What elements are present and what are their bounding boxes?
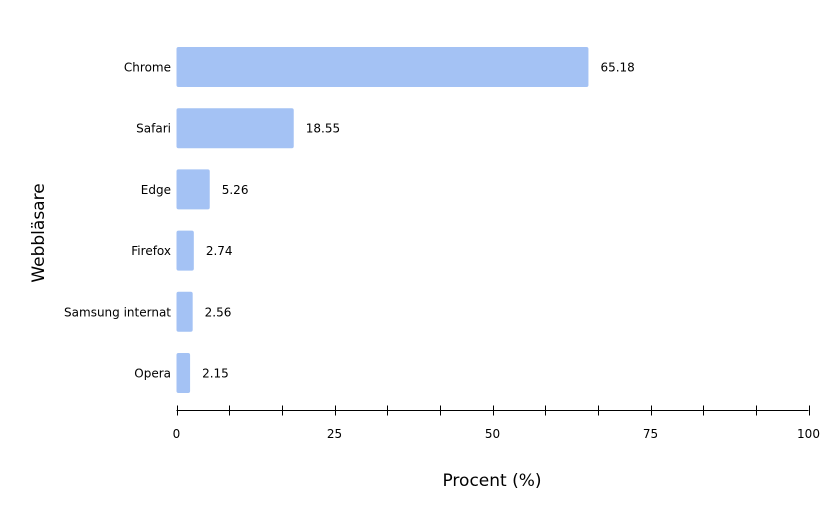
category-label: Chrome [124,61,171,75]
category-labels: Chrome Safari Edge Firefox Samsung internat O… [64,61,171,381]
category-label: Safari [136,122,171,136]
x-tick-label: 100 [797,427,820,441]
x-tick-label: 25 [327,427,342,441]
x-tick-label: 0 [173,427,181,441]
value-label: 2.74 [206,244,233,258]
category-label: Edge [141,183,171,197]
bar-edge [176,169,210,210]
bar-chrome [176,47,589,87]
bar-samsung-internat [176,291,193,332]
category-label: Firefox [131,244,171,258]
value-labels: 65.18 18.55 5.26 2.74 2.56 2.15 [202,61,635,381]
value-label: 2.15 [202,367,229,381]
bar-safari [176,108,294,149]
x-tick-label: 50 [485,427,500,441]
value-label: 65.18 [600,61,634,75]
bar-firefox [176,230,194,271]
y-axis-title: Webbläsare [29,183,49,282]
value-label: 5.26 [222,183,249,197]
category-label: Opera [134,367,171,381]
x-axis-ticks: 0 25 50 75 100 [173,405,820,441]
x-tick-label: 75 [643,427,658,441]
value-label: 18.55 [306,122,340,136]
category-label: Samsung internat [64,305,171,319]
bar-opera [176,353,191,393]
bars-group [176,47,589,393]
x-axis-title: Procent (%) [442,471,541,491]
value-label: 2.56 [205,305,232,319]
